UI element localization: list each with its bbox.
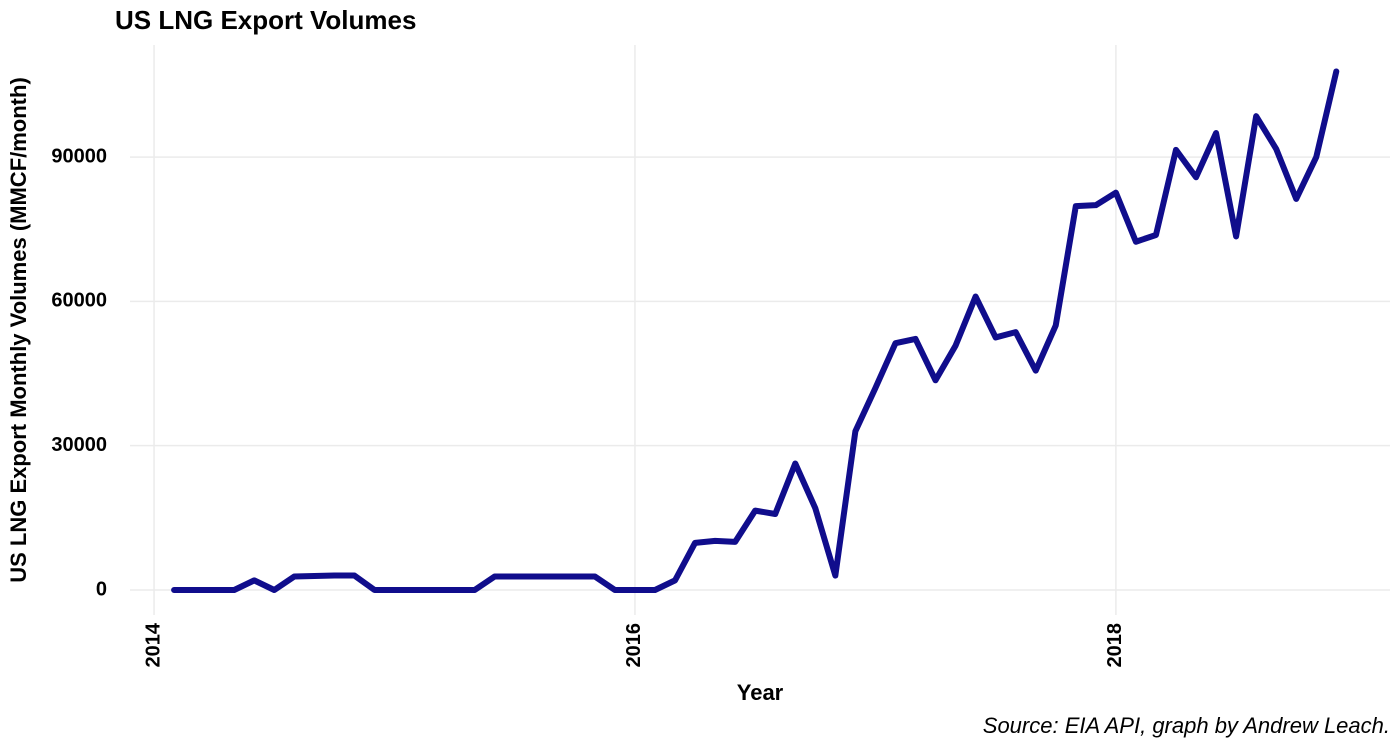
y-axis-label: US LNG Export Monthly Volumes (MMCF/mont… bbox=[6, 77, 31, 583]
y-tick-label: 90000 bbox=[51, 145, 107, 167]
y-tick-label: 30000 bbox=[51, 434, 107, 456]
x-tick-label: 2018 bbox=[1104, 623, 1126, 668]
x-tick-label: 2014 bbox=[142, 622, 164, 667]
caption: Source: EIA API, graph by Andrew Leach. bbox=[983, 713, 1390, 738]
chart-title: US LNG Export Volumes bbox=[115, 5, 416, 35]
x-axis-label: Year bbox=[737, 680, 784, 705]
line bbox=[171, 68, 1340, 593]
x-tick-label: 2016 bbox=[623, 623, 645, 668]
y-tick-label: 0 bbox=[96, 578, 107, 600]
y-tick-label: 60000 bbox=[51, 290, 107, 312]
